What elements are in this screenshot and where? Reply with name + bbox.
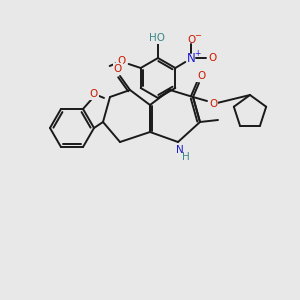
Text: O: O bbox=[197, 71, 205, 81]
Text: HO: HO bbox=[149, 33, 165, 43]
Text: +: + bbox=[194, 50, 200, 58]
Text: O: O bbox=[187, 35, 195, 45]
Text: N: N bbox=[187, 52, 196, 64]
Text: O: O bbox=[209, 99, 217, 109]
Text: O: O bbox=[90, 89, 98, 99]
Text: N: N bbox=[176, 145, 184, 155]
Text: O: O bbox=[208, 53, 216, 63]
Text: H: H bbox=[182, 152, 190, 162]
Text: O: O bbox=[114, 64, 122, 74]
Text: −: − bbox=[194, 32, 201, 40]
Text: O: O bbox=[118, 56, 126, 66]
